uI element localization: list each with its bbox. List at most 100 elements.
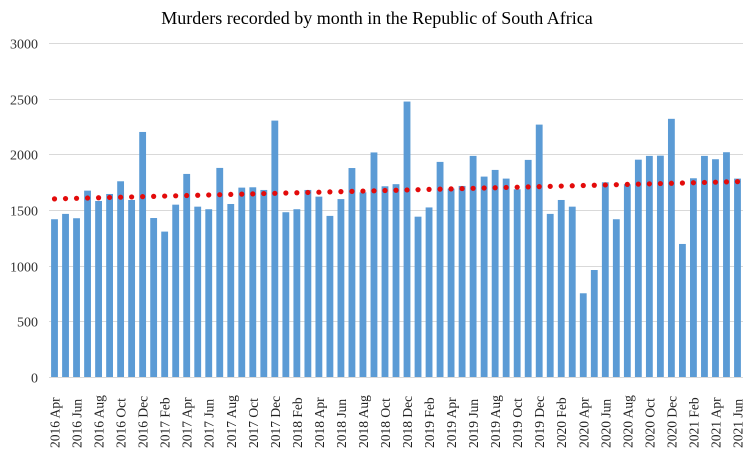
trend-point <box>338 189 344 195</box>
bar: 2018 Mar: 1680 <box>304 189 312 377</box>
bar: 2018 Nov: 1732 <box>392 184 400 377</box>
bar: 2020 Jan: 1465 <box>546 213 554 377</box>
bar: 2019 Aug: 1860 <box>491 169 499 377</box>
bar: 2019 Mar: 1932 <box>436 161 444 377</box>
bar: 2019 Nov: 1950 <box>524 159 532 377</box>
bar: 2020 Jul: 1417 <box>612 219 620 377</box>
bar: 2019 Sep: 1782 <box>502 178 510 377</box>
x-tick-label: 2018 Aug <box>356 395 371 448</box>
bar: 2020 Oct: 1986 <box>645 155 653 377</box>
bar: 2018 Oct: 1713 <box>381 186 389 377</box>
bar: 2017 Feb: 1306 <box>161 231 169 377</box>
bar: 2016 Nov: 1590 <box>128 199 136 377</box>
trend-point <box>349 188 355 194</box>
x-tick-label: 2017 Aug <box>224 395 239 448</box>
bar: 2016 May: 1465 <box>62 213 69 377</box>
trend-point <box>657 180 663 187</box>
x-tick-label: 2019 Feb <box>422 397 437 448</box>
bar: 2017 Nov: 1680 <box>260 189 268 377</box>
bar: 2020 Mar: 1530 <box>568 206 576 377</box>
trend-point <box>426 186 432 192</box>
trend-point <box>646 181 652 187</box>
trend-line <box>51 179 741 202</box>
x-tick-label: 2020 Apr <box>576 397 591 448</box>
x-tick-label: 2021 Feb <box>686 397 701 448</box>
x-tick-label: 2017 Jun <box>202 399 217 448</box>
trend-point <box>184 192 190 199</box>
trend-point <box>393 187 399 193</box>
trend-point <box>437 186 443 192</box>
x-tick-label: 2020 Feb <box>554 397 569 448</box>
trend-point <box>73 195 80 201</box>
trend-point <box>62 195 69 202</box>
trend-point <box>613 182 619 188</box>
bar: 2017 Sep: 1701 <box>238 187 246 377</box>
x-tick-label: 2021 Apr <box>708 397 723 448</box>
y-tick-label: 1000 <box>10 261 38 276</box>
bar: 2019 Jun: 1986 <box>469 155 477 377</box>
trend-point <box>404 187 410 193</box>
trend-point <box>261 190 267 197</box>
x-tick-label: 2016 Oct <box>114 398 129 448</box>
x-tick-label: 2019 Apr <box>444 397 459 448</box>
bar: 2020 Aug: 1731 <box>623 184 631 377</box>
trend-point <box>294 190 300 196</box>
trend-point <box>316 189 322 195</box>
trend-point <box>558 183 564 189</box>
trend-point <box>51 196 58 202</box>
trend-point <box>129 194 135 200</box>
trend-point <box>162 193 168 199</box>
y-tick-label: 2000 <box>10 149 38 164</box>
bar: 2017 Jun: 1507 <box>205 209 213 377</box>
bar: 2017 May: 1530 <box>194 206 202 377</box>
bar: 2018 Jun: 1598 <box>337 199 345 377</box>
bar: 2018 Aug: 1659 <box>359 192 367 377</box>
bar: 2019 Jan: 1440 <box>414 216 422 377</box>
y-tick-label: 1500 <box>10 205 38 220</box>
x-tick-label: 2020 Jun <box>598 399 613 448</box>
trend-point <box>635 181 641 187</box>
bar: 2018 Jan: 1480 <box>282 212 290 377</box>
trend-point <box>602 182 608 188</box>
bar: 2021 Feb: 1785 <box>690 178 697 377</box>
bar: 2019 Jul: 1800 <box>480 176 488 377</box>
bar: 2016 Aug: 1581 <box>95 200 102 377</box>
trend-point <box>84 195 91 201</box>
trend-point <box>228 191 234 198</box>
x-tick-label: 2017 Feb <box>158 397 173 448</box>
bar: 2019 Apr: 1692 <box>447 188 455 377</box>
x-tick-label: 2016 Jun <box>70 399 85 448</box>
trend-point <box>514 184 520 190</box>
y-tick-label: 500 <box>17 316 38 331</box>
trend-point <box>690 180 697 186</box>
x-tick-label: 2020 Dec <box>664 396 679 448</box>
bar: 2017 Apr: 1824 <box>183 173 191 377</box>
bar: 2020 Apr: 752 <box>579 293 587 377</box>
trend-point <box>624 181 630 187</box>
trend-point <box>415 187 421 193</box>
bar: 2021 Jun: 1782 <box>734 178 741 377</box>
trend-point <box>95 195 102 201</box>
bar: 2021 Mar: 1986 <box>701 155 708 377</box>
bar: 2017 Jul: 1878 <box>216 167 224 377</box>
bar: 2018 Dec: 2474 <box>403 101 411 377</box>
x-tick-label: 2020 Aug <box>620 395 635 448</box>
trend-point <box>569 183 575 189</box>
trend-point <box>492 185 498 191</box>
bar: 2021 May: 2019 <box>723 152 730 377</box>
bar: 2016 Dec: 2201 <box>139 131 147 377</box>
trend-point <box>151 193 157 199</box>
x-tick-label: 2019 Jun <box>466 399 481 448</box>
trend-point <box>250 191 256 197</box>
x-tick-label: 2018 Jun <box>334 399 349 448</box>
trend-point <box>371 188 377 194</box>
bar: 2020 Feb: 1590 <box>557 199 565 377</box>
x-tick-label: 2021 Jun <box>730 399 745 448</box>
x-tick-label: 2019 Dec <box>532 396 547 448</box>
trend-point <box>701 179 708 186</box>
trend-point <box>217 192 223 198</box>
bar: 2018 Jul: 1877 <box>348 168 356 377</box>
x-tick-label: 2019 Oct <box>510 398 525 448</box>
trend-point <box>118 194 124 200</box>
trend-point <box>382 187 388 194</box>
